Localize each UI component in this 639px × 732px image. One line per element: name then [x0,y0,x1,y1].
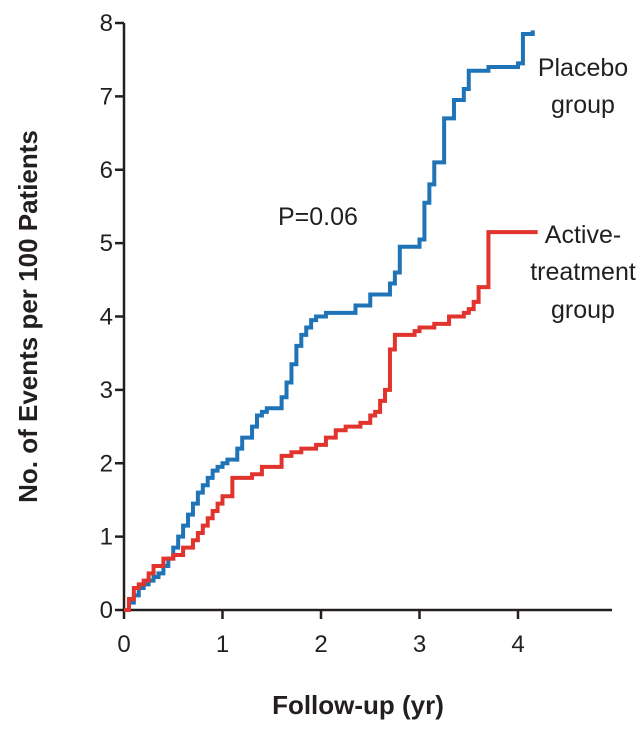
placebo-series-line [124,30,535,612]
y-tick-label: 6 [100,157,113,184]
y-tick-label: 2 [100,450,113,477]
active-treatment-series-line [124,230,538,612]
y-tick-label: 7 [100,83,113,110]
legend-placebo-line2: group [551,91,615,119]
x-tick-label: 1 [216,631,229,658]
legend-active-line3: group [551,296,615,324]
legend-placebo-line1: Placebo [538,54,628,82]
y-tick-label: 0 [100,597,113,624]
y-ticks: 0 1 2 3 4 5 6 7 8 [100,10,124,624]
legend-active-line1: Active- [545,221,621,249]
y-tick-label: 4 [100,304,113,331]
y-tick-label: 3 [100,377,113,404]
y-tick-label: 1 [100,524,113,551]
x-tick-label: 2 [314,631,327,658]
y-tick-label: 8 [100,10,113,37]
p-value-annotation: P=0.06 [278,203,358,231]
legend-active-line2: treatment [530,258,636,286]
axes [122,23,612,612]
y-tick-label: 5 [100,230,113,257]
series-group [124,30,538,612]
y-axis-title: No. of Events per 100 Patients [13,130,43,503]
x-tick-label: 0 [117,631,130,658]
x-tick-label: 3 [413,631,426,658]
x-ticks: 0 1 2 3 4 [117,610,525,658]
x-tick-label: 4 [511,631,524,658]
x-axis-title: Follow-up (yr) [272,690,444,720]
